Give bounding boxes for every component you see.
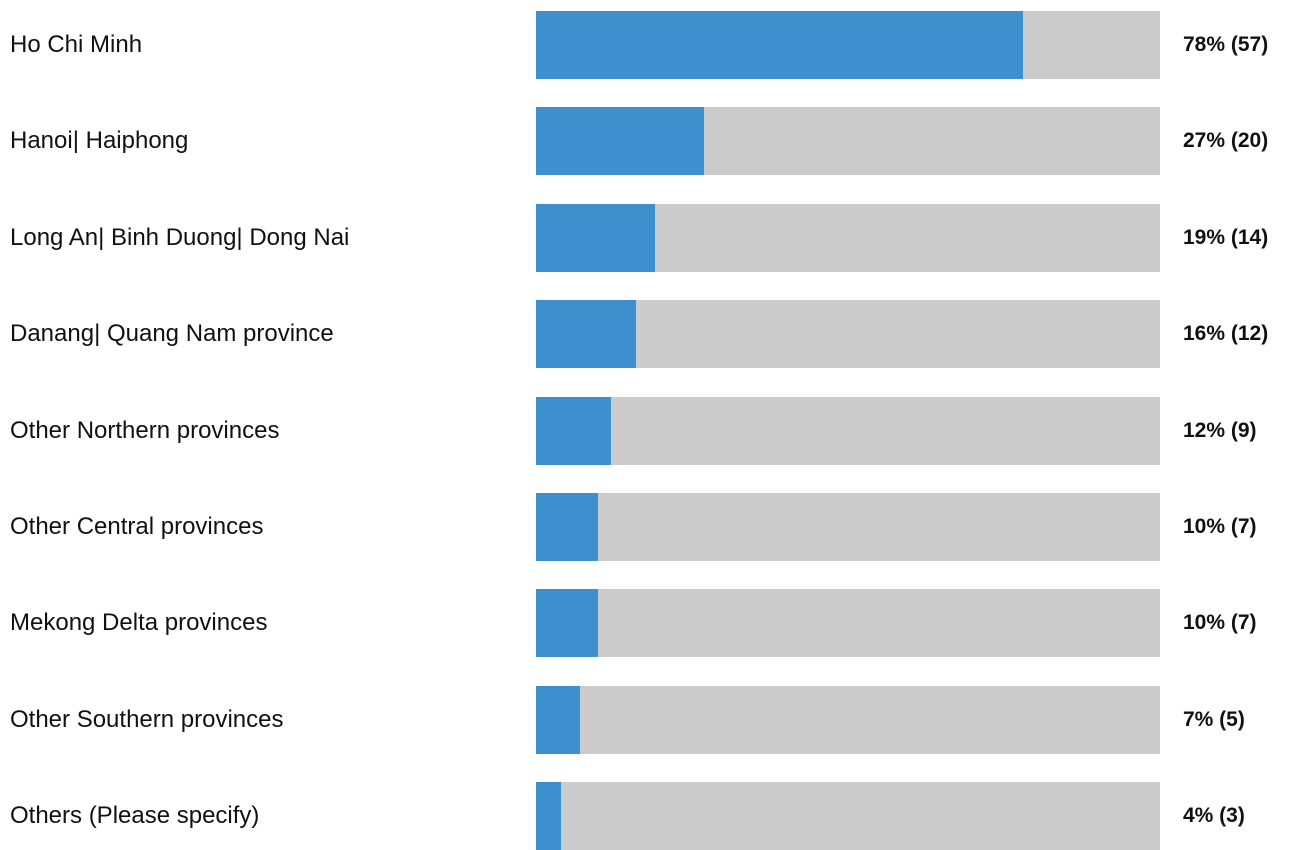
bar: [536, 11, 1023, 79]
bar-track: [536, 589, 1160, 657]
bar-row: Danang| Quang Nam province 16% (12): [0, 300, 1310, 368]
data-label: 10% (7): [1183, 611, 1257, 634]
bar-row: Ho Chi Minh 78% (57): [0, 11, 1310, 79]
bar-row: Long An| Binh Duong| Dong Nai 19% (14): [0, 204, 1310, 272]
bar-track: [536, 11, 1160, 79]
bar: [536, 782, 561, 850]
bar-row: Others (Please specify) 4% (3): [0, 782, 1310, 850]
category-label: Danang| Quang Nam province: [10, 320, 334, 347]
bar: [536, 686, 580, 754]
data-label: 10% (7): [1183, 515, 1257, 538]
category-label: Hanoi| Haiphong: [10, 127, 189, 154]
data-label: 16% (12): [1183, 322, 1269, 345]
category-label: Others (Please specify): [10, 802, 260, 829]
bar-row: Other Southern provinces 7% (5): [0, 686, 1310, 754]
bar: [536, 589, 598, 657]
data-label: 12% (9): [1183, 419, 1257, 442]
bar-track: [536, 397, 1160, 465]
bar-track: [536, 300, 1160, 368]
bar: [536, 397, 611, 465]
bar-track: [536, 493, 1160, 561]
category-label: Other Northern provinces: [10, 417, 280, 444]
bar: [536, 107, 704, 175]
data-label: 78% (57): [1183, 33, 1269, 56]
bar-row: Other Northern provinces 12% (9): [0, 397, 1310, 465]
bar: [536, 493, 598, 561]
bar-track: [536, 782, 1160, 850]
category-label: Other Southern provinces: [10, 706, 284, 733]
category-label: Long An| Binh Duong| Dong Nai: [10, 224, 350, 251]
bar: [536, 300, 636, 368]
bar-track: [536, 686, 1160, 754]
bar-row: Hanoi| Haiphong 27% (20): [0, 107, 1310, 175]
category-label: Other Central provinces: [10, 513, 264, 540]
data-label: 7% (5): [1183, 708, 1245, 731]
bar-row: Mekong Delta provinces 10% (7): [0, 589, 1310, 657]
category-label: Ho Chi Minh: [10, 31, 143, 58]
bar-row: Other Central provinces 10% (7): [0, 493, 1310, 561]
bar: [536, 204, 655, 272]
data-label: 27% (20): [1183, 129, 1269, 152]
bar-track: [536, 204, 1160, 272]
data-label: 19% (14): [1183, 226, 1269, 249]
category-label: Mekong Delta provinces: [10, 609, 268, 636]
data-label: 4% (3): [1183, 804, 1245, 827]
bar-track: [536, 107, 1160, 175]
